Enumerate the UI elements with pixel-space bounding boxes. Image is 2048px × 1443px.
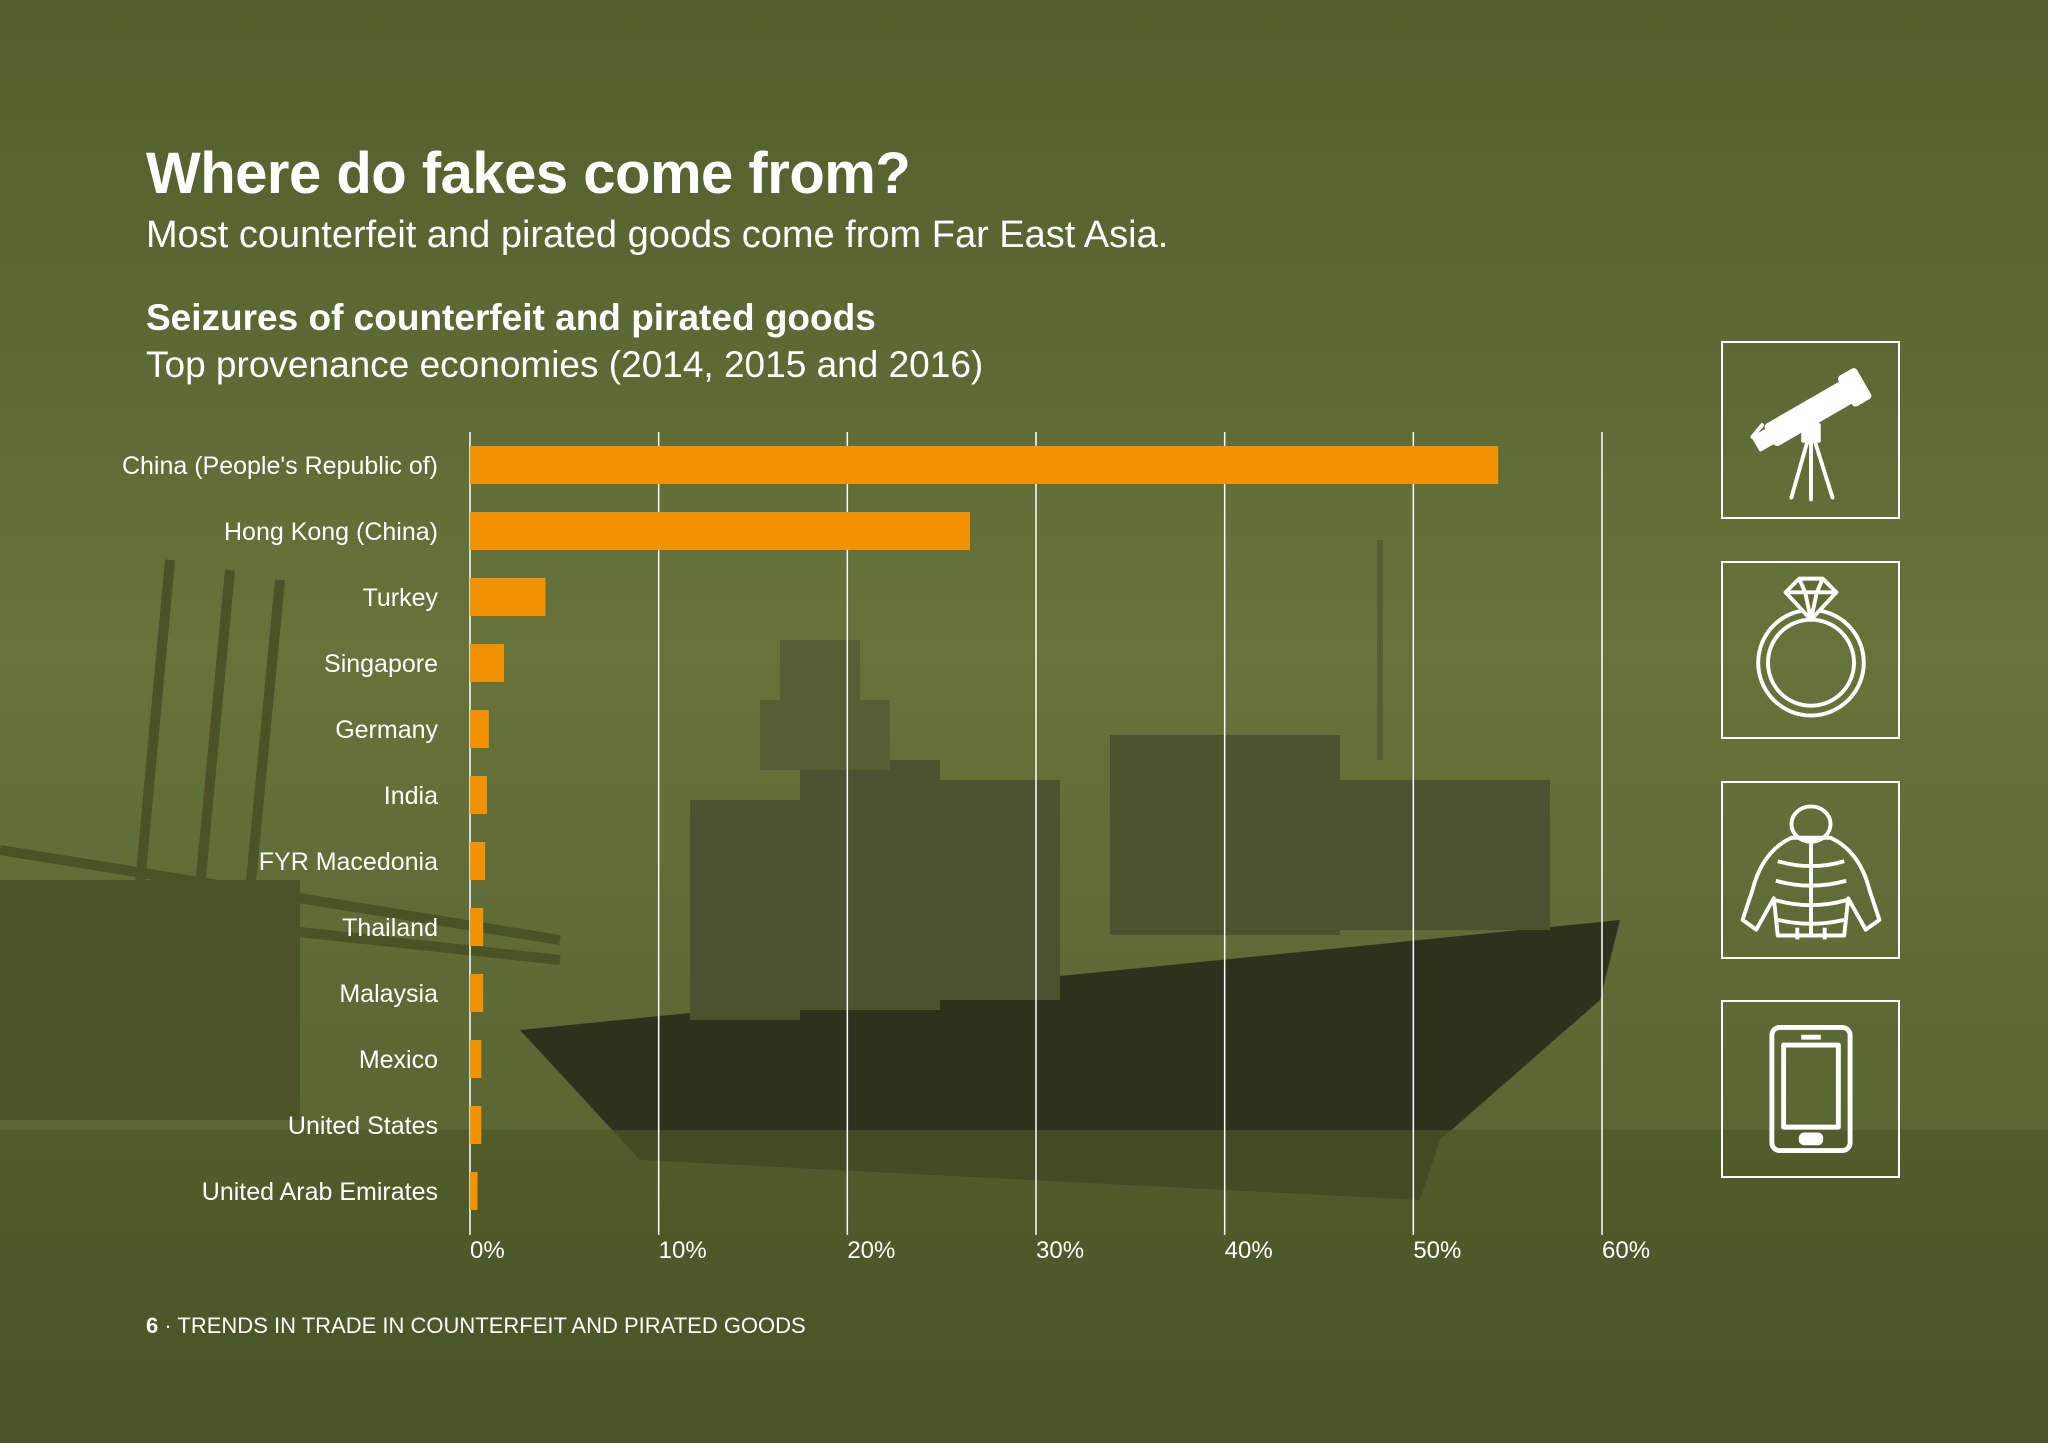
category-label: United States: [288, 1112, 438, 1140]
category-labels: China (People's Republic of) Hong Kong (C…: [122, 452, 439, 1206]
footer-text: TRENDS IN TRADE IN COUNTERFEIT AND PIRAT…: [177, 1313, 806, 1338]
bar: [470, 1106, 482, 1144]
jacket-icon: [1740, 804, 1882, 940]
bar: [470, 1040, 482, 1078]
category-label: Germany: [335, 716, 438, 744]
category-label: United Arab Emirates: [202, 1178, 438, 1206]
x-tick-label: 60%: [1602, 1237, 1650, 1264]
diamond-ring-icon: [1756, 576, 1866, 718]
chart-subtitle: Top provenance economies (2014, 2015 and…: [146, 344, 984, 385]
bar: [470, 908, 484, 946]
x-tick-label: 20%: [847, 1237, 895, 1264]
x-tick-label: 10%: [659, 1237, 707, 1264]
bar: [470, 776, 487, 814]
footer-page-number: 6: [146, 1313, 159, 1338]
bar: [470, 512, 970, 550]
ring-icon-box: [1721, 561, 1900, 739]
bar: [470, 578, 546, 616]
chart-title: Seizures of counterfeit and pirated good…: [146, 297, 876, 338]
smartphone-icon: [1769, 1024, 1853, 1154]
x-tick-label: 0%: [470, 1237, 505, 1264]
category-label: Thailand: [342, 914, 438, 942]
bar-chart: China (People's Republic of) Hong Kong (C…: [122, 432, 1650, 1264]
category-label: China (People's Republic of): [122, 452, 438, 480]
x-tick-label: 30%: [1036, 1237, 1084, 1264]
footer-separator: ·: [164, 1313, 172, 1338]
x-tick-label: 40%: [1225, 1237, 1273, 1264]
bar: [470, 644, 504, 682]
bar: [470, 1172, 478, 1210]
telescope-icon: [1750, 368, 1872, 502]
page-subtitle: Most counterfeit and pirated goods come …: [146, 214, 1169, 256]
category-label: India: [384, 782, 438, 810]
bar: [470, 710, 489, 748]
bars: [470, 446, 1499, 1210]
smartphone-icon-box: [1721, 1000, 1900, 1178]
grid-lines: [469, 432, 1603, 1235]
category-label: FYR Macedonia: [259, 848, 438, 876]
footer: 6 · TRENDS IN TRADE IN COUNTERFEIT AND P…: [146, 1313, 806, 1339]
category-label: Singapore: [324, 650, 438, 678]
category-label: Turkey: [363, 584, 439, 612]
bar: [470, 974, 484, 1012]
page-title: Where do fakes come from?: [146, 141, 911, 206]
jacket-icon-box: [1721, 781, 1900, 959]
bar: [470, 446, 1499, 484]
category-label: Malaysia: [339, 980, 438, 1008]
telescope-icon-box: [1721, 341, 1900, 519]
x-tick-labels: 0% 10% 20% 30% 40% 50% 60%: [470, 1237, 1650, 1264]
bar: [470, 842, 486, 880]
x-tick-label: 50%: [1413, 1237, 1461, 1264]
category-label: Mexico: [359, 1046, 438, 1074]
category-label: Hong Kong (China): [224, 518, 438, 546]
